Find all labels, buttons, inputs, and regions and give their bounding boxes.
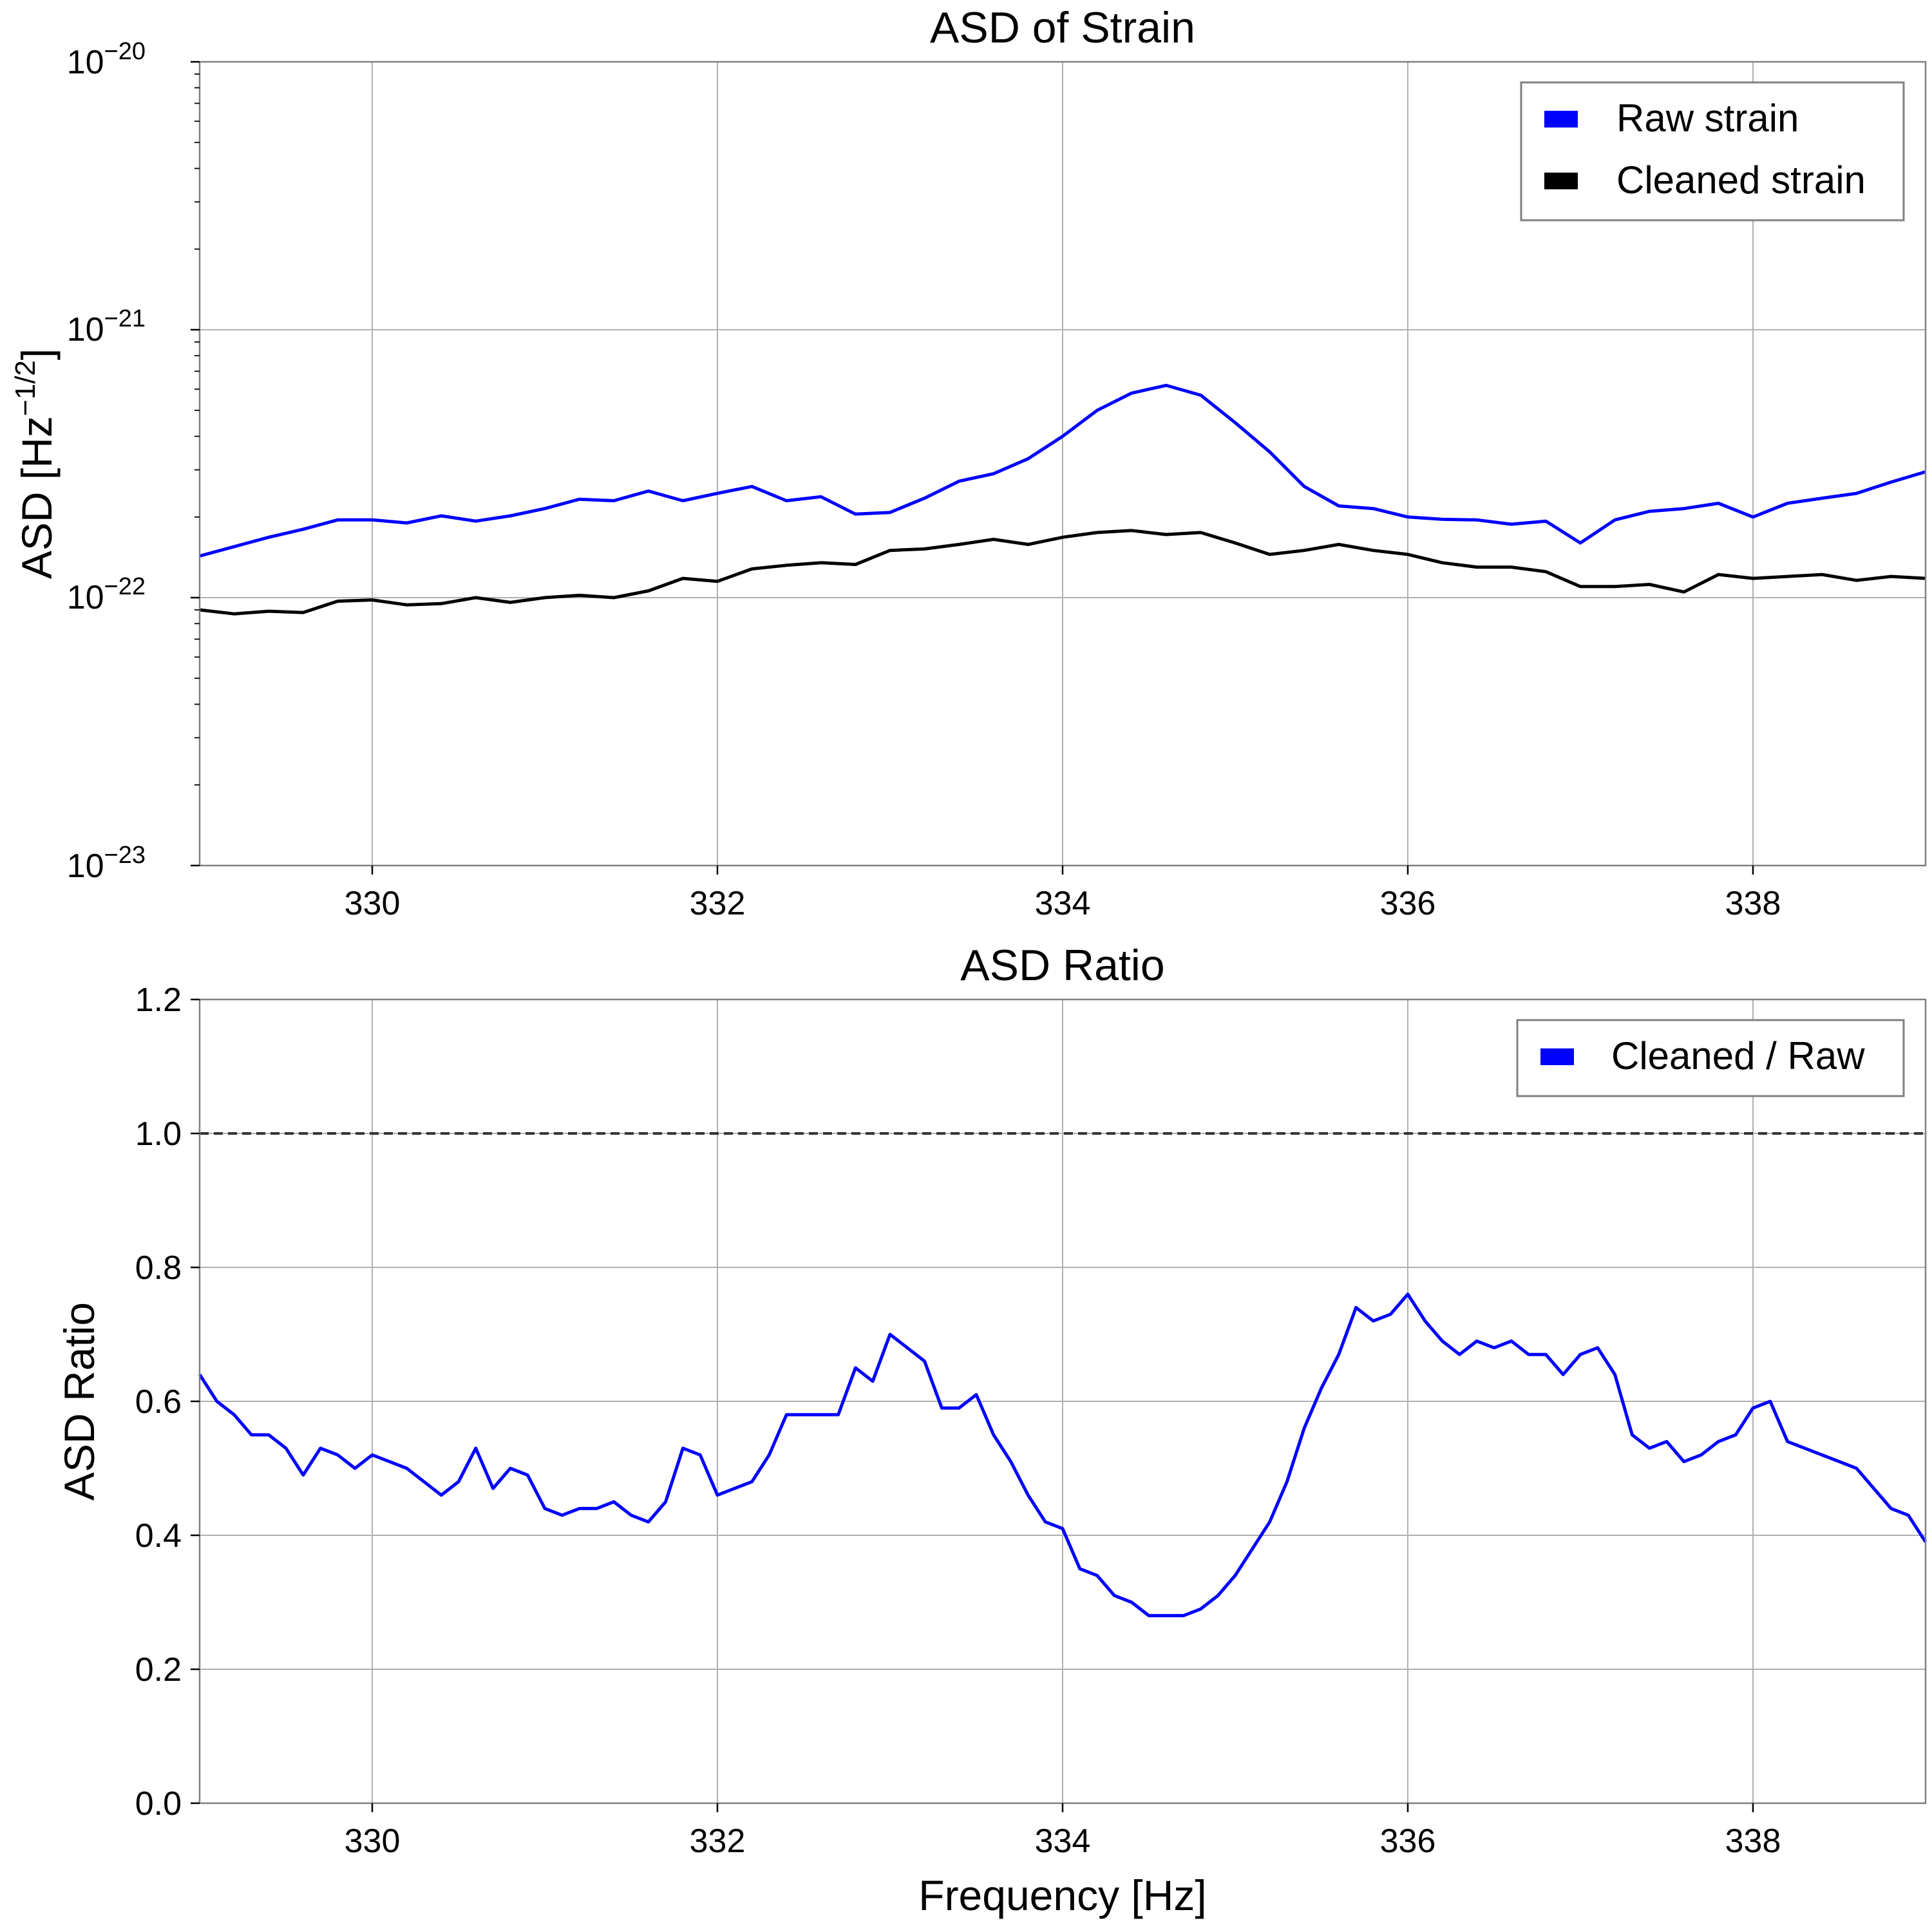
raw-strain-legend-label: Raw strain: [1616, 97, 1799, 140]
top-x-tick-label: 332: [690, 885, 746, 922]
bottom-y-tick-label: 1.0: [135, 1115, 182, 1153]
cleaned-strain-legend-swatch: [1544, 173, 1578, 189]
asd-strain-panel: ASD of Strain ASD [Hz−1/2] 10−23 10−22 1…: [10, 3, 1927, 922]
bottom-y-tick-label: 0.4: [135, 1517, 182, 1555]
cleaned-raw-series-line: [198, 1293, 1927, 1618]
top-x-tick-label: 330: [345, 885, 401, 922]
top-chart-title: ASD of Strain: [930, 3, 1195, 52]
top-legend: Raw strain Cleaned strain: [1520, 81, 1905, 222]
bottom-y-tick-label: 0.2: [135, 1651, 182, 1689]
bottom-ticks: [191, 998, 1754, 1812]
top-y-tick-label: 10−21: [67, 305, 146, 348]
top-y-axis-label-superscript: −1/2: [10, 360, 41, 416]
top-x-tick-label: 334: [1035, 885, 1091, 922]
top-ticks: [191, 61, 1754, 875]
bottom-chart-title: ASD Ratio: [960, 941, 1164, 990]
top-x-tick-label: 336: [1380, 885, 1436, 922]
bottom-y-tick-label: 0.0: [135, 1785, 182, 1823]
bottom-y-tick-label: 0.8: [135, 1249, 182, 1287]
raw-strain-series-line: [199, 383, 1926, 558]
top-y-axis-label: ASD [Hz−1/2]: [10, 348, 61, 579]
bottom-y-axis-label: ASD Ratio: [55, 1302, 103, 1501]
cleaned-strain-legend-label: Cleaned strain: [1616, 158, 1866, 202]
top-y-tick-label: 10−20: [67, 38, 146, 81]
raw-strain-legend-swatch: [1544, 111, 1578, 128]
asd-ratio-panel: ASD Ratio ASD Ratio Frequency [Hz] 0.0 0…: [55, 941, 1927, 1919]
bottom-x-tick-label: 338: [1725, 1823, 1781, 1860]
ratio-legend-swatch: [1540, 1048, 1574, 1065]
bottom-grid: [200, 999, 1926, 1804]
bottom-y-tick-label: 1.2: [135, 981, 182, 1019]
top-y-tick-label: 10−23: [67, 842, 146, 885]
bottom-series-lines: [198, 1132, 1927, 1618]
bottom-legend: Cleaned / Raw: [1516, 1019, 1905, 1097]
bottom-x-axis-label: Frequency [Hz]: [918, 1871, 1207, 1919]
cleaned-strain-series-line: [199, 529, 1926, 616]
ratio-legend-label: Cleaned / Raw: [1611, 1034, 1865, 1077]
bottom-y-tick-label: 0.6: [135, 1383, 182, 1421]
top-y-tick-label: 10−22: [67, 573, 146, 616]
top-series-lines: [199, 383, 1926, 616]
bottom-legend-box: [1516, 1019, 1905, 1097]
top-x-tick-label: 338: [1725, 885, 1781, 922]
top-y-axis-label-main: ASD [Hz: [13, 416, 61, 579]
bottom-x-tick-label: 330: [345, 1823, 401, 1860]
top-y-axis-label-close: ]: [13, 348, 61, 360]
top-legend-box: [1520, 81, 1905, 222]
bottom-x-tick-label: 334: [1035, 1823, 1091, 1860]
bottom-x-tick-label: 332: [690, 1823, 746, 1860]
bottom-x-tick-label: 336: [1380, 1823, 1436, 1860]
